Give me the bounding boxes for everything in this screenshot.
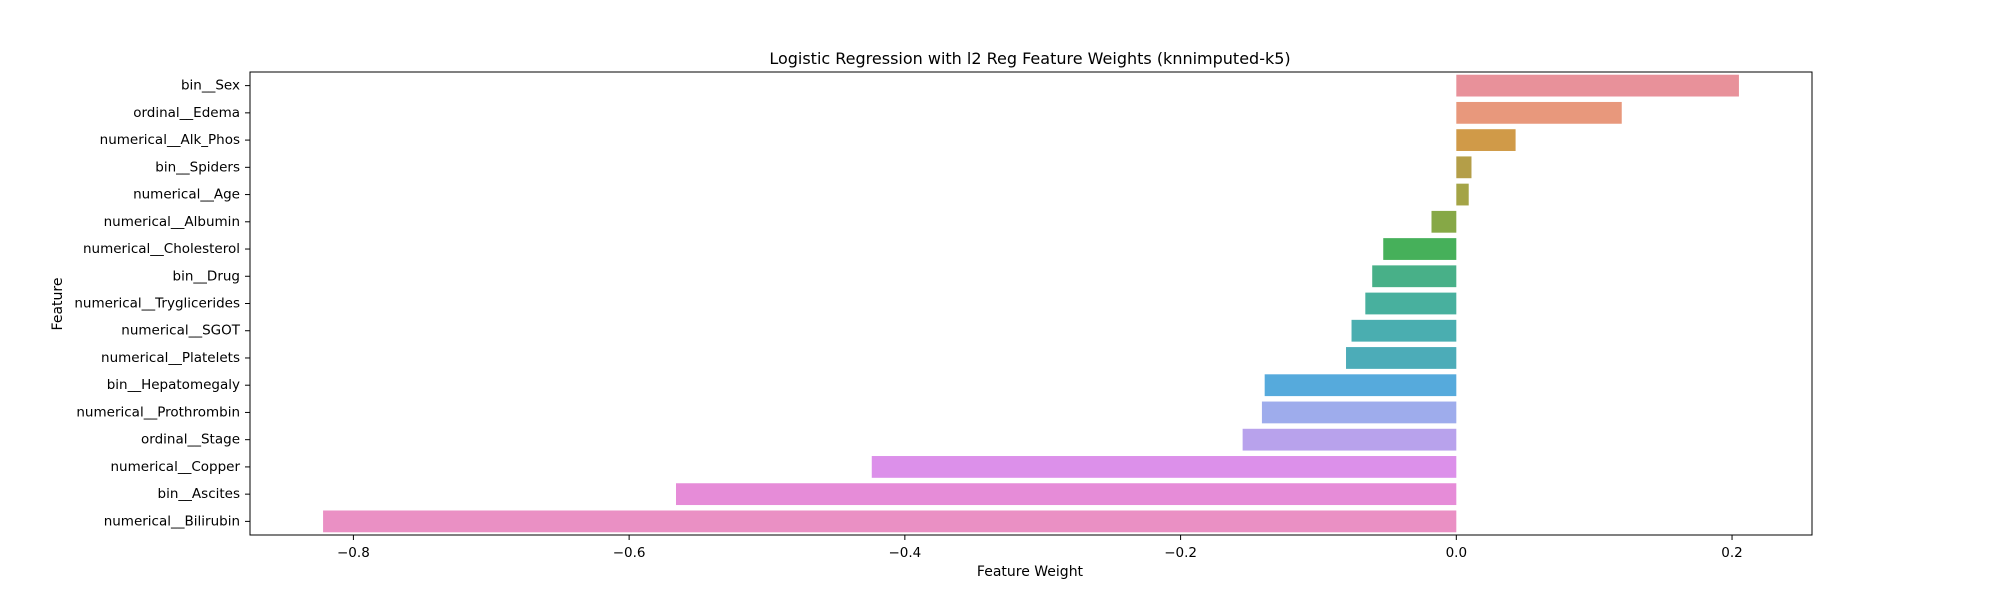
bar	[1383, 238, 1457, 260]
x-axis-ticks: −0.8 −0.6 −0.4 −0.2 0.0 0.2	[337, 535, 1743, 561]
y-tick-label: ordinal__Stage	[141, 432, 240, 448]
y-tick-label: bin__Sex	[181, 78, 240, 94]
chart-title: Logistic Regression with l2 Reg Feature …	[769, 49, 1290, 68]
y-tick-label: numerical__Prothrombin	[76, 404, 240, 420]
bar	[871, 456, 1457, 478]
bar	[1456, 101, 1622, 124]
bar	[1431, 210, 1457, 233]
bar	[1456, 156, 1472, 179]
x-tick-label: 0.0	[1446, 545, 1467, 561]
y-axis-ticks: bin__Sex ordinal__Edema numerical__Alk_Pho…	[74, 78, 250, 529]
y-tick-label: ordinal__Edema	[133, 105, 240, 121]
x-axis-label: Feature Weight	[977, 564, 1084, 580]
y-tick-label: bin__Hepatomegaly	[107, 377, 240, 393]
bar	[1456, 183, 1469, 206]
x-tick-label: −0.2	[1164, 545, 1197, 561]
y-tick-label: numerical__Copper	[111, 459, 241, 475]
plot-frame	[249, 71, 1813, 536]
bar	[1351, 319, 1457, 342]
x-tick-label: −0.8	[337, 545, 370, 561]
bar	[1372, 265, 1457, 288]
bar	[1346, 347, 1457, 369]
y-tick-label: bin__Drug	[173, 268, 240, 284]
y-tick-label: bin__Spiders	[155, 159, 240, 175]
y-tick-label: numerical__Age	[133, 187, 240, 203]
bar	[1242, 428, 1457, 451]
y-tick-label: numerical__SGOT	[121, 323, 240, 339]
x-tick-label: −0.4	[888, 545, 921, 561]
bar	[1456, 74, 1739, 97]
bar	[323, 510, 1457, 533]
bars-group	[323, 74, 1739, 533]
x-tick-label: 0.2	[1721, 545, 1742, 561]
y-tick-label: numerical__Platelets	[101, 350, 240, 366]
y-tick-label: numerical__Cholesterol	[83, 241, 240, 257]
bar	[1456, 129, 1516, 151]
y-axis-label: Feature	[50, 278, 66, 331]
bar	[1261, 401, 1457, 424]
y-tick-label: numerical__Albumin	[104, 214, 240, 230]
y-tick-label: bin__Ascites	[158, 486, 240, 502]
bar	[1264, 374, 1457, 397]
y-tick-label: numerical__Tryglicerides	[74, 296, 240, 312]
y-tick-label: numerical__Bilirubin	[104, 513, 240, 529]
bar	[1365, 292, 1457, 315]
y-tick-label: numerical__Alk_Phos	[100, 132, 240, 148]
bar	[676, 483, 1457, 506]
x-tick-label: −0.6	[613, 545, 646, 561]
